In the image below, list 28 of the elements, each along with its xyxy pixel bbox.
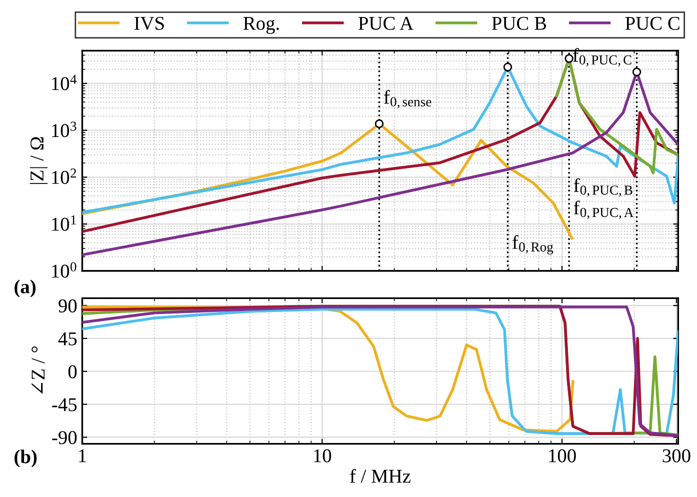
y-tick-label: 45	[58, 332, 77, 346]
legend-label: PUC B	[492, 16, 546, 30]
legend-label: IVS	[134, 16, 164, 30]
annotation: f$_{0,PUC,B}$	[574, 178, 632, 197]
y-tick-label: 90	[58, 299, 77, 312]
y-tick-label: 0	[68, 365, 77, 378]
legend-label: Rog.	[243, 16, 279, 34]
y-axis-title: |Z| / Ω	[30, 137, 48, 184]
y-tick-label: 10$^{2}$	[52, 168, 76, 184]
y-tick-label: 10$^{4}$	[52, 74, 77, 90]
annotation: f$_{0,sense}$	[384, 90, 432, 108]
text: (a)	[14, 280, 36, 298]
x-tick-label: 1	[79, 449, 86, 462]
legend-label: PUC C	[625, 16, 680, 30]
x-tick-label: 100	[549, 449, 576, 462]
y-tick-label: -45	[52, 398, 77, 412]
legend-label: PUC A	[358, 16, 414, 30]
annotation: f$_{0,Rog}$	[512, 235, 554, 254]
x-axis-title: f / MHz	[350, 468, 410, 483]
x-tick-label: 300	[662, 449, 690, 462]
y-tick-label: 10$^{3}$	[52, 122, 76, 138]
y-tick-label: 10$^{0}$	[52, 262, 76, 278]
y-tick-label: -90	[52, 431, 77, 444]
x-tick-label: 10	[314, 449, 332, 462]
y-tick-label: 10$^{1}$	[52, 215, 76, 231]
y-axis-title: ∠Z / °	[32, 346, 45, 394]
annotation: f$_{0,PUC,A}$	[574, 200, 634, 220]
text: (b)	[14, 450, 37, 468]
